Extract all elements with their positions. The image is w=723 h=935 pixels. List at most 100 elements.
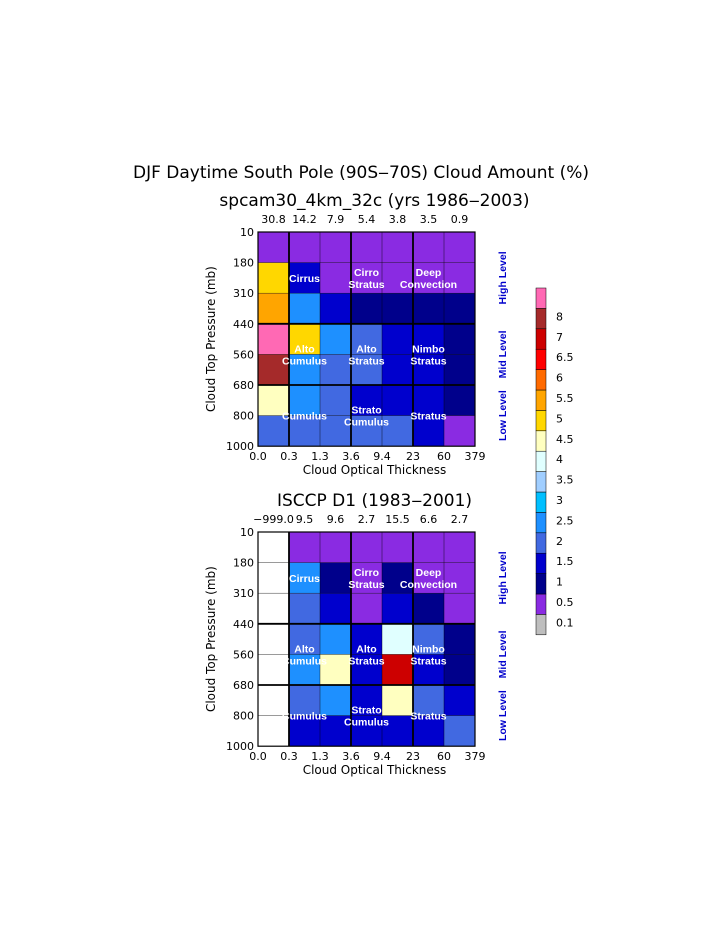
y-tick-label: 1000 — [226, 440, 254, 453]
cloud-type-label: Stratus — [348, 279, 384, 291]
heatmap-cell — [351, 293, 382, 324]
level-label: Mid Level — [497, 630, 509, 678]
x-tick-label: 23 — [406, 750, 420, 763]
heatmap-cell — [444, 354, 475, 385]
heatmap-cell — [320, 323, 351, 355]
heatmap-cell — [258, 685, 289, 716]
colorbar-swatch — [535, 614, 547, 636]
heatmap-cell — [258, 232, 289, 263]
heatmap-cell — [444, 532, 475, 563]
cloud-type-label: Cumulus — [344, 417, 389, 429]
plot-frame — [257, 231, 476, 447]
heatmap-cell — [444, 654, 475, 685]
colorbar-label: 6 — [556, 372, 563, 385]
cloud-type-label: Convection — [400, 579, 457, 591]
heatmap-cell — [413, 715, 444, 747]
x-tick-label: 0.0 — [249, 750, 267, 763]
heatmap-cell — [289, 262, 320, 294]
heatmap-cell — [413, 562, 444, 594]
y-tick-label: 440 — [233, 318, 254, 331]
x-tick-label: 0.3 — [280, 450, 298, 463]
colorbar-swatch — [535, 348, 547, 370]
heatmap-cell — [289, 323, 320, 355]
cloud-type-label: Nimbo — [412, 643, 445, 655]
x-tick-label: 379 — [465, 750, 486, 763]
x-tick-label: 9.4 — [373, 450, 391, 463]
heatmap-cell — [444, 715, 475, 747]
column-total: 0.9 — [451, 213, 469, 226]
heatmap-cell — [351, 385, 382, 416]
heatmap-cell — [258, 593, 289, 624]
cloud-type-label: Deep — [416, 567, 442, 579]
colorbar-swatch — [535, 430, 547, 452]
heatmap-cell — [444, 593, 475, 624]
cloud-type-label: Alto — [356, 643, 376, 655]
heatmap-cell — [444, 562, 475, 594]
y-tick-label: 10 — [240, 526, 254, 539]
cloud-type-label: Stratus — [410, 355, 446, 367]
heatmap-cell — [382, 532, 413, 563]
column-total: 14.2 — [292, 213, 317, 226]
colorbar-label: 3.5 — [556, 474, 574, 487]
column-total: 9.5 — [296, 513, 314, 526]
heatmap-cell — [289, 715, 320, 747]
heatmap-cell — [382, 232, 413, 263]
heatmap-cell — [351, 623, 382, 655]
y-tick-label: 800 — [233, 410, 254, 423]
heatmap-cell — [413, 593, 444, 624]
heatmap-cell — [382, 262, 413, 294]
cloud-type-label: Strato — [351, 405, 381, 417]
cloud-type-label: Cumulus — [282, 411, 327, 423]
colorbar-swatch — [535, 573, 547, 595]
x-tick-label: 0.0 — [249, 450, 267, 463]
colorbar-label: 4 — [556, 453, 563, 466]
cloud-type-label: Cumulus — [344, 717, 389, 729]
heatmap-cell — [320, 354, 351, 385]
heatmap-cell — [289, 562, 320, 594]
cloud-type-label: Strato — [351, 705, 381, 717]
y-tick-label: 310 — [233, 287, 254, 300]
cloud-type-label: Stratus — [410, 411, 446, 423]
colorbar-swatch — [535, 410, 547, 432]
heatmap-cell — [413, 415, 444, 447]
x-tick-label: 0.3 — [280, 750, 298, 763]
heatmap-cell — [320, 232, 351, 263]
colorbar-swatch — [535, 450, 547, 472]
cloud-type-label: Stratus — [348, 579, 384, 591]
heatmap-cell — [320, 562, 351, 594]
heatmap-cell — [382, 715, 413, 747]
heatmap-cell — [258, 654, 289, 685]
cloud-type-label: Cirrus — [289, 573, 320, 585]
heatmap-cell — [351, 685, 382, 716]
cloud-type-label: Cumulus — [282, 355, 327, 367]
colorbar-label: 2 — [556, 535, 563, 548]
colorbar-swatch — [535, 593, 547, 615]
heatmap-cell — [351, 532, 382, 563]
heatmap-cell — [382, 385, 413, 416]
x-tick-label: 1.3 — [311, 750, 329, 763]
heatmap-cell — [289, 593, 320, 624]
heatmap-cell — [382, 623, 413, 655]
heatmap-cell — [258, 415, 289, 447]
y-tick-label: 680 — [233, 379, 254, 392]
heatmap-cell — [444, 623, 475, 655]
y-tick-label: 560 — [233, 648, 254, 661]
x-tick-label: 3.6 — [342, 450, 360, 463]
heatmap-cell — [351, 262, 382, 294]
heatmap-cell — [289, 385, 320, 416]
heatmap-cell — [444, 685, 475, 716]
heatmap-cell — [351, 715, 382, 747]
heatmap-cell — [382, 415, 413, 447]
colorbar-swatch — [535, 491, 547, 513]
heatmap-cell — [289, 654, 320, 685]
cloud-type-label: Cirrus — [289, 273, 320, 285]
column-total: 3.5 — [420, 213, 438, 226]
level-label: High Level — [497, 251, 509, 304]
heatmap-cell — [351, 323, 382, 355]
colorbar-label: 0.1 — [556, 616, 574, 629]
y-tick-label: 560 — [233, 348, 254, 361]
heatmap-cell — [289, 623, 320, 655]
colorbar-label: 8 — [556, 310, 563, 323]
heatmap-cell — [320, 593, 351, 624]
colorbar-swatch — [535, 552, 547, 574]
